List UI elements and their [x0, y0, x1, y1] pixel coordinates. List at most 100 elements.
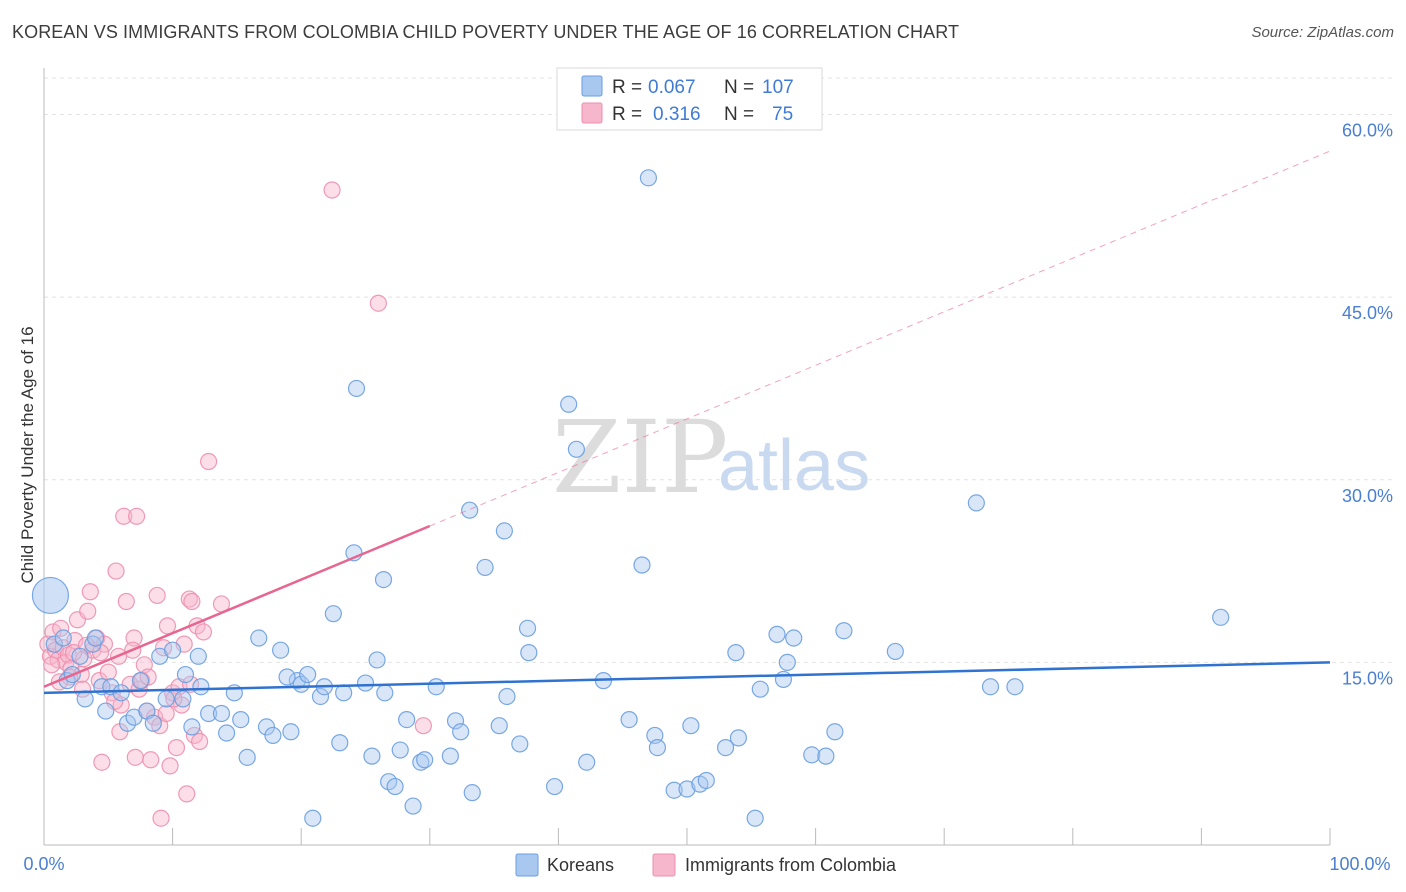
colombia-point-58 — [414, 717, 432, 735]
korean-point-78 — [665, 781, 683, 799]
y-tick-label-30: 30.0% — [1342, 486, 1393, 506]
source-label: Source: ZipAtlas.com — [1251, 24, 1394, 41]
korean-point-97 — [967, 494, 985, 512]
korean-point-90 — [778, 653, 796, 671]
korean-point-1 — [45, 635, 63, 653]
colombia-point-41 — [158, 617, 177, 635]
korean-point-87 — [751, 680, 769, 698]
korean-trend-line — [43, 661, 1331, 695]
korean-point-59 — [461, 501, 479, 519]
korean-point-32 — [282, 723, 300, 741]
colombia-trend-line — [43, 524, 431, 688]
korean-point-86 — [746, 809, 764, 827]
korean-point-50 — [391, 741, 409, 759]
korean-point-105 — [278, 668, 296, 686]
korean-point-43 — [347, 379, 366, 398]
korean-point-104 — [176, 665, 195, 684]
colombia-point-27 — [117, 592, 135, 611]
korean-point-11 — [118, 714, 137, 732]
korean-point-22 — [200, 704, 218, 723]
korean-point-77 — [639, 169, 658, 187]
series-legend-label-koreans: Koreans — [547, 855, 614, 875]
colombia-point-53 — [191, 732, 209, 751]
korean-point-52 — [404, 797, 422, 815]
legend-r-value-koreans: 0.067 — [648, 77, 696, 98]
colombia-point-48 — [178, 785, 196, 803]
korean-point-84 — [727, 644, 745, 662]
korean-point-19 — [183, 718, 201, 736]
colombia-point-39 — [152, 809, 170, 827]
korean-point-88 — [768, 625, 786, 643]
stats-legend: R = 0.067 N = 107 R = 0.316 N = 75 — [556, 67, 823, 131]
korean-point-34 — [292, 675, 310, 693]
colombia-point-49 — [180, 590, 198, 608]
colombia-point-74 — [77, 636, 96, 654]
korean-point-74 — [633, 556, 651, 574]
legend-swatch-koreans — [581, 75, 603, 97]
colombia-point-65 — [43, 656, 61, 674]
korean-point-26 — [232, 711, 250, 729]
colombia-point-14 — [79, 602, 97, 620]
korean-point-101 — [71, 647, 89, 665]
korean-point-63 — [495, 522, 513, 540]
korean-point-79 — [678, 780, 696, 798]
korean-point-47 — [374, 570, 393, 589]
y-axis-label: Child Poverty Under the Age of 16 — [18, 326, 37, 583]
colombia-trend-extension — [429, 150, 1331, 527]
korean-point-80 — [682, 717, 700, 735]
colombia-point-50 — [183, 592, 201, 611]
korean-point-49 — [386, 777, 404, 796]
korean-point-96 — [886, 642, 904, 661]
korean-point-83 — [716, 739, 735, 757]
korean-point-58 — [452, 723, 470, 741]
korean-point-103 — [144, 714, 162, 732]
legend-r-label-colombia: R = — [612, 104, 642, 125]
korean-point-8 — [97, 702, 115, 720]
korean-point-23 — [212, 704, 231, 723]
colombia-point-19 — [93, 753, 111, 771]
colombia-point-29 — [125, 629, 143, 647]
colombia-point-54 — [200, 452, 218, 471]
korean-points — [31, 169, 1230, 827]
korean-point-93 — [817, 747, 835, 765]
korean-point-44 — [356, 674, 375, 692]
korean-point-62 — [490, 717, 508, 735]
korean-point-89 — [774, 670, 793, 689]
colombia-points — [39, 181, 432, 827]
korean-point-65 — [511, 735, 529, 753]
colombia-point-37 — [148, 586, 166, 605]
korean-point-5 — [76, 690, 94, 708]
korean-point-16 — [157, 690, 175, 708]
korean-point-41 — [335, 684, 353, 702]
series-legend: Koreans Immigrants from Colombia — [515, 853, 897, 877]
korean-point-67 — [520, 644, 538, 662]
korean-point-2 — [54, 629, 72, 647]
korean-point-0 — [31, 576, 70, 615]
korean-point-28 — [250, 629, 268, 647]
legend-n-label-colombia: N = — [724, 104, 754, 125]
colombia-point-56 — [323, 181, 341, 199]
korean-point-102 — [86, 629, 105, 647]
korean-point-36 — [304, 809, 322, 827]
korean-point-31 — [272, 641, 290, 659]
legend-n-value-koreans: 107 — [762, 77, 794, 98]
trend-lines — [43, 150, 1331, 695]
korean-point-69 — [560, 395, 578, 413]
korean-point-106 — [376, 684, 394, 702]
korean-point-64 — [498, 687, 516, 706]
y-tick-labels: 15.0% 30.0% 45.0% 60.0% — [1342, 121, 1393, 689]
korean-point-21 — [192, 678, 210, 696]
korean-point-27 — [238, 748, 256, 766]
korean-point-82 — [697, 771, 715, 790]
korean-point-45 — [363, 747, 381, 765]
korean-point-30 — [264, 726, 282, 745]
colombia-point-26 — [115, 507, 133, 525]
y-tick-label-60: 60.0% — [1342, 121, 1393, 141]
colombia-point-21 — [99, 663, 117, 681]
korean-point-98 — [981, 678, 1000, 696]
korean-point-29 — [257, 718, 276, 736]
gridlines — [44, 77, 1392, 663]
colombia-point-35 — [142, 751, 160, 769]
korean-point-91 — [785, 629, 803, 647]
